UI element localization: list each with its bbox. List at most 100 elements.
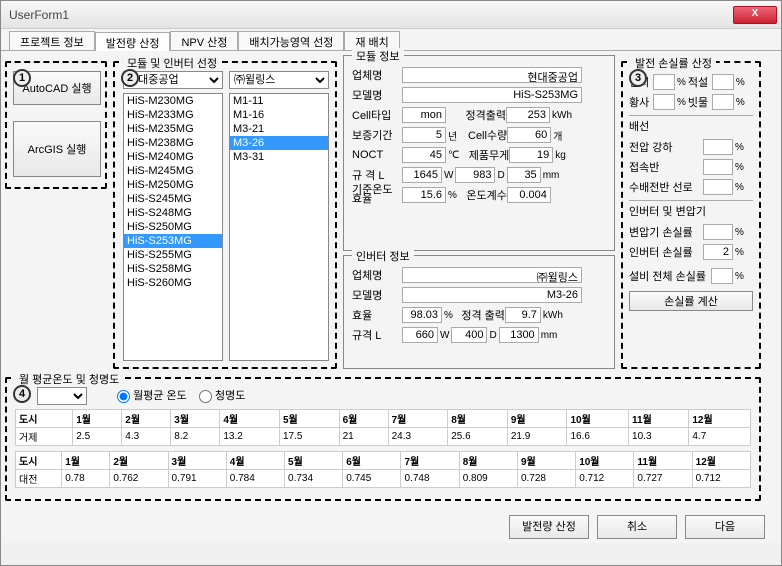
module-list-item[interactable]: HiS-M235MG [124, 122, 222, 136]
table-header: 5월 [285, 452, 343, 470]
module-list-item[interactable]: HiS-M240MG [124, 150, 222, 164]
radio-temp[interactable] [117, 390, 130, 403]
module-select-title: 모듈 및 인버터 선정 [123, 55, 221, 71]
inv-maker-value: ㈜윌링스 [402, 267, 582, 283]
inverter-list-item[interactable]: M3-31 [230, 150, 328, 164]
vdrop-input[interactable] [703, 139, 733, 155]
close-button[interactable]: X [733, 6, 777, 24]
table-city-cell: 대전 [16, 470, 62, 488]
weight-value: 19 [509, 147, 553, 163]
loss-calc-group: 발전 손실률 산정 3 먼지%적설% 황사%빗물% 배선 전압 강하% 접속반%… [621, 61, 761, 369]
monthly-title: 월 평균온도 및 청명도 [15, 371, 123, 387]
monthly-city-dropdown[interactable] [37, 387, 87, 405]
dist-input[interactable] [703, 179, 733, 195]
table-header: 2월 [110, 452, 168, 470]
inverter-list-item[interactable]: M1-11 [230, 94, 328, 108]
trans-loss-input[interactable] [703, 224, 733, 240]
inverter-list-item[interactable]: M3-21 [230, 122, 328, 136]
tab-layout-area[interactable]: 배치가능영역 선정 [238, 31, 344, 50]
spec-d-label: D [497, 170, 504, 181]
module-inverter-select-group: 모듈 및 인버터 선정 2 현대중공업 ㈜윌링스 HiS-M230MGHiS-M… [113, 61, 337, 369]
table-header: 7월 [388, 410, 448, 428]
table-header: 8월 [459, 452, 517, 470]
table-header: 6월 [339, 410, 388, 428]
noct-unit: ℃ [448, 150, 459, 161]
module-list-item[interactable]: HiS-S248MG [124, 206, 222, 220]
module-list-item[interactable]: HiS-M250MG [124, 178, 222, 192]
table-cell: 0.727 [634, 470, 692, 488]
arcgis-button[interactable]: ArcGIS 실행 [13, 121, 101, 177]
soil-input[interactable] [653, 94, 675, 110]
module-list-item[interactable]: HiS-S253MG [124, 234, 222, 248]
table-header: 3월 [171, 410, 220, 428]
weight-label: 제품무게 [461, 147, 509, 163]
eff-unit: % [448, 190, 457, 201]
monthly-temp-table: 도시1월2월3월4월5월6월7월8월9월10월11월12월거제2.54.38.2… [15, 409, 751, 446]
calc-power-button[interactable]: 발전량 산정 [509, 515, 589, 539]
tab-npv[interactable]: NPV 산정 [170, 31, 238, 50]
cellcount-unit: 개 [553, 128, 562, 143]
step-circle-4: 4 [13, 385, 31, 403]
module-list-item[interactable]: HiS-M233MG [124, 108, 222, 122]
weight-unit: kg [555, 150, 566, 161]
next-button[interactable]: 다음 [685, 515, 765, 539]
inverter-maker-dropdown[interactable]: ㈜윌링스 [229, 71, 329, 89]
table-cell: 25.6 [448, 428, 508, 446]
module-list-item[interactable]: HiS-M238MG [124, 136, 222, 150]
table-cell: 0.728 [517, 470, 575, 488]
table-cell: 0.712 [692, 470, 750, 488]
radio-clarity[interactable] [199, 390, 212, 403]
trans-loss-label: 변압기 손실률 [629, 224, 703, 240]
tab-project-info[interactable]: 프로젝트 정보 [9, 31, 95, 50]
module-list-item[interactable]: HiS-S255MG [124, 248, 222, 262]
table-cell: 0.762 [110, 470, 168, 488]
inverter-info-group: 인버터 정보 업체명㈜윌링스 모델명M3-26 효율 98.03 % 정격 출력… [343, 255, 615, 369]
module-list-item[interactable]: HiS-M245MG [124, 164, 222, 178]
conn-input[interactable] [703, 159, 733, 175]
rain-input[interactable] [712, 94, 734, 110]
monthly-group: 월 평균온도 및 청명도 4 월평균 온도 청명도 도시1월2월3월4월5월6월… [5, 377, 761, 501]
table-header: 11월 [629, 410, 689, 428]
inverter-list-item[interactable]: M3-26 [230, 136, 328, 150]
module-list-item[interactable]: HiS-M230MG [124, 94, 222, 108]
inv-model-label: 모델명 [352, 287, 402, 303]
tab-power-calc[interactable]: 발전량 산정 [95, 32, 171, 51]
inv-spec-d-value: 1300 [499, 327, 539, 343]
table-header: 4월 [220, 410, 280, 428]
module-list-item[interactable]: HiS-S245MG [124, 192, 222, 206]
inv-spec-unit: mm [541, 330, 558, 341]
rated-power-unit: kWh [552, 110, 572, 121]
module-model-listbox[interactable]: HiS-M230MGHiS-M233MGHiS-M235MGHiS-M238MG… [123, 93, 223, 361]
radio-temp-label[interactable]: 월평균 온도 [117, 390, 187, 402]
table-cell: 24.3 [388, 428, 448, 446]
coef-value: 0.004 [507, 187, 551, 203]
total-loss-input[interactable] [711, 268, 733, 284]
inv-spec-d-label: D [489, 330, 496, 341]
spec-unit: mm [543, 170, 560, 181]
inverter-model-listbox[interactable]: M1-11M1-16M3-21M3-26M3-31 [229, 93, 329, 361]
table-cell: 16.6 [567, 428, 629, 446]
spec-l-value: 1645 [402, 167, 442, 183]
table-cell: 4.3 [122, 428, 171, 446]
soil-label: 황사 [629, 94, 653, 110]
dist-label: 수배전반 선로 [629, 179, 703, 195]
snow-input[interactable] [712, 74, 734, 90]
module-list-item[interactable]: HiS-S260MG [124, 276, 222, 290]
module-list-item[interactable]: HiS-S250MG [124, 220, 222, 234]
calc-loss-button[interactable]: 손실률 계산 [629, 291, 753, 311]
radio-clarity-label[interactable]: 청명도 [199, 390, 245, 402]
cancel-button[interactable]: 취소 [597, 515, 677, 539]
module-maker-label: 업체명 [352, 67, 402, 83]
module-list-item[interactable]: HiS-S258MG [124, 262, 222, 276]
window: UserForm1 X 프로젝트 정보 발전량 산정 NPV 산정 배치가능영역… [0, 0, 782, 566]
table-header: 9월 [507, 410, 567, 428]
rated-power-value: 253 [506, 107, 550, 123]
dust-input[interactable] [653, 74, 675, 90]
table-header: 5월 [279, 410, 339, 428]
step-circle-2: 2 [121, 69, 139, 87]
table-cell: 0.748 [401, 470, 459, 488]
module-info-group: 모듈 정보 업체명현대중공업 모델명HiS-S253MG Cell타입 mon … [343, 55, 615, 251]
cellcount-label: Cell수량 [459, 127, 507, 143]
inverter-list-item[interactable]: M1-16 [230, 108, 328, 122]
inv-spec-label: 규격 L [352, 327, 402, 343]
